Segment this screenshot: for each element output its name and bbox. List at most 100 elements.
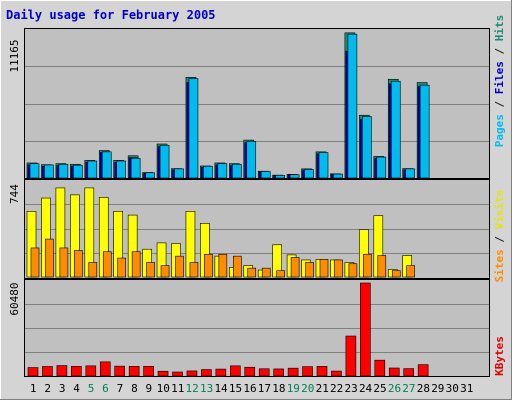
legend-hits-part-1: / <box>493 94 506 114</box>
bar-sites-day-9 <box>146 262 155 278</box>
bar-pages-day-17 <box>260 171 271 179</box>
bar-sites-day-26 <box>391 270 401 278</box>
bar-pages-day-22 <box>333 173 343 179</box>
bar-sites-day-6 <box>102 251 112 278</box>
bar-kbytes-day-12 <box>186 370 198 377</box>
bar-pages-day-18 <box>275 175 285 179</box>
legend-sites-visits: Sites / Visits <box>493 190 506 283</box>
bar-kbytes-day-1 <box>27 367 39 377</box>
day-label-28: 28 <box>417 382 430 395</box>
day-label-4: 4 <box>73 382 80 395</box>
day-label-19: 19 <box>287 382 300 395</box>
bar-kbytes-day-15 <box>230 365 241 377</box>
bar-pages-day-12 <box>188 78 199 179</box>
bar-pages-day-1 <box>29 163 40 179</box>
bar-kbytes-day-6 <box>99 361 111 377</box>
bar-kbytes-day-8 <box>128 366 140 377</box>
bar-kbytes-day-21 <box>316 366 328 377</box>
bar-pages-day-11 <box>174 168 184 179</box>
bar-pages-day-21 <box>318 152 329 179</box>
bar-kbytes-day-13 <box>201 369 212 377</box>
bar-pages-day-9 <box>145 172 155 179</box>
bar-kbytes-day-20 <box>302 366 313 377</box>
bar-pages-day-20 <box>304 169 314 179</box>
bar-sites-day-10 <box>160 265 170 278</box>
max-label-kbytes: 60480 <box>8 282 21 315</box>
bar-sites-day-23 <box>348 263 358 278</box>
legend-visits-part-0: Sites <box>493 249 506 282</box>
day-label-21: 21 <box>316 382 329 395</box>
bar-kbytes-day-25 <box>374 359 386 377</box>
bar-pages-day-25 <box>376 156 387 179</box>
bar-kbytes-day-17 <box>258 368 270 377</box>
legend-kbytes: KBytes <box>493 336 506 376</box>
day-label-24: 24 <box>359 382 373 395</box>
bar-sites-day-7 <box>117 257 126 278</box>
bar-sites-day-14 <box>218 253 228 278</box>
bar-kbytes-day-24 <box>360 282 371 377</box>
day-label-20: 20 <box>301 382 314 395</box>
legend-visits-part-2: Visits <box>493 190 506 230</box>
day-label-13: 13 <box>200 382 213 395</box>
bar-sites-day-2 <box>45 238 54 278</box>
day-label-2: 2 <box>44 382 51 395</box>
bar-pages-day-10 <box>159 145 170 179</box>
bar-sites-day-8 <box>131 251 141 278</box>
max-label-hits: 11165 <box>8 39 21 72</box>
legend-pages-files-hits: Pages / Files / Hits <box>493 15 506 148</box>
day-label-11: 11 <box>171 382 184 395</box>
bar-pages-day-19 <box>289 174 300 179</box>
day-tick-labels: 1 2 3 4 5 6 7 8 9 10 11 12 13 14 15 16 17 18 19 20 21 22 23 24 2… <box>30 382 473 395</box>
day-label-26: 26 <box>388 382 401 395</box>
day-label-3: 3 <box>59 382 66 395</box>
legend-hits-part-2: Files <box>493 61 506 94</box>
bar-pages-day-2 <box>44 164 54 179</box>
bar-sites-day-21 <box>319 259 329 278</box>
bar-pages-day-26 <box>390 80 401 179</box>
bar-pages-day-16 <box>246 141 257 179</box>
legend-visits-part-1: / <box>493 229 506 249</box>
bar-pages-day-24 <box>362 116 372 179</box>
bar-kbytes-day-2 <box>42 366 53 377</box>
day-label-6: 6 <box>102 382 109 395</box>
bar-kbytes-day-7 <box>114 365 125 377</box>
bar-sites-day-16 <box>247 267 257 278</box>
bar-sites-day-1 <box>30 247 40 278</box>
bar-pages-day-14 <box>217 163 228 179</box>
day-label-29: 29 <box>431 382 444 395</box>
day-label-18: 18 <box>272 382 285 395</box>
legend-kbytes-part-0: KBytes <box>493 336 506 376</box>
bar-kbytes-day-18 <box>273 368 284 377</box>
bar-kbytes-day-19 <box>287 367 299 377</box>
bar-sites-day-22 <box>334 259 343 278</box>
day-label-30: 30 <box>446 382 459 395</box>
chart-title: Daily usage for February 2005 <box>6 8 216 22</box>
day-label-7: 7 <box>117 382 124 395</box>
day-label-1: 1 <box>30 382 37 395</box>
bar-kbytes-day-11 <box>172 371 183 377</box>
bar-pages-day-28 <box>419 84 430 179</box>
day-label-31: 31 <box>460 382 473 395</box>
day-label-10: 10 <box>157 382 170 395</box>
bar-sites-day-12 <box>189 262 199 278</box>
bar-sites-day-15 <box>233 255 242 278</box>
legend-hits-part-3: / <box>493 41 506 61</box>
bar-pages-day-15 <box>232 163 242 179</box>
max-label-visits: 744 <box>8 184 21 204</box>
day-label-27: 27 <box>402 382 415 395</box>
bar-kbytes-day-4 <box>71 366 82 377</box>
legend-hits-part-0: Pages <box>493 114 506 147</box>
bar-pages-day-13 <box>203 165 213 179</box>
bar-kbytes-day-27 <box>403 368 415 377</box>
bar-pages-day-23 <box>347 33 358 179</box>
bar-pages-day-6 <box>101 151 112 179</box>
bar-sites-day-24 <box>363 253 372 278</box>
bar-pages-day-7 <box>116 160 126 179</box>
day-label-14: 14 <box>214 382 228 395</box>
bar-kbytes-day-26 <box>388 367 400 377</box>
bar-sites-day-18 <box>276 270 285 278</box>
bar-pages-day-5 <box>87 160 98 179</box>
day-label-23: 23 <box>345 382 358 395</box>
legend-hits-part-4: Hits <box>493 15 506 42</box>
day-label-17: 17 <box>258 382 271 395</box>
